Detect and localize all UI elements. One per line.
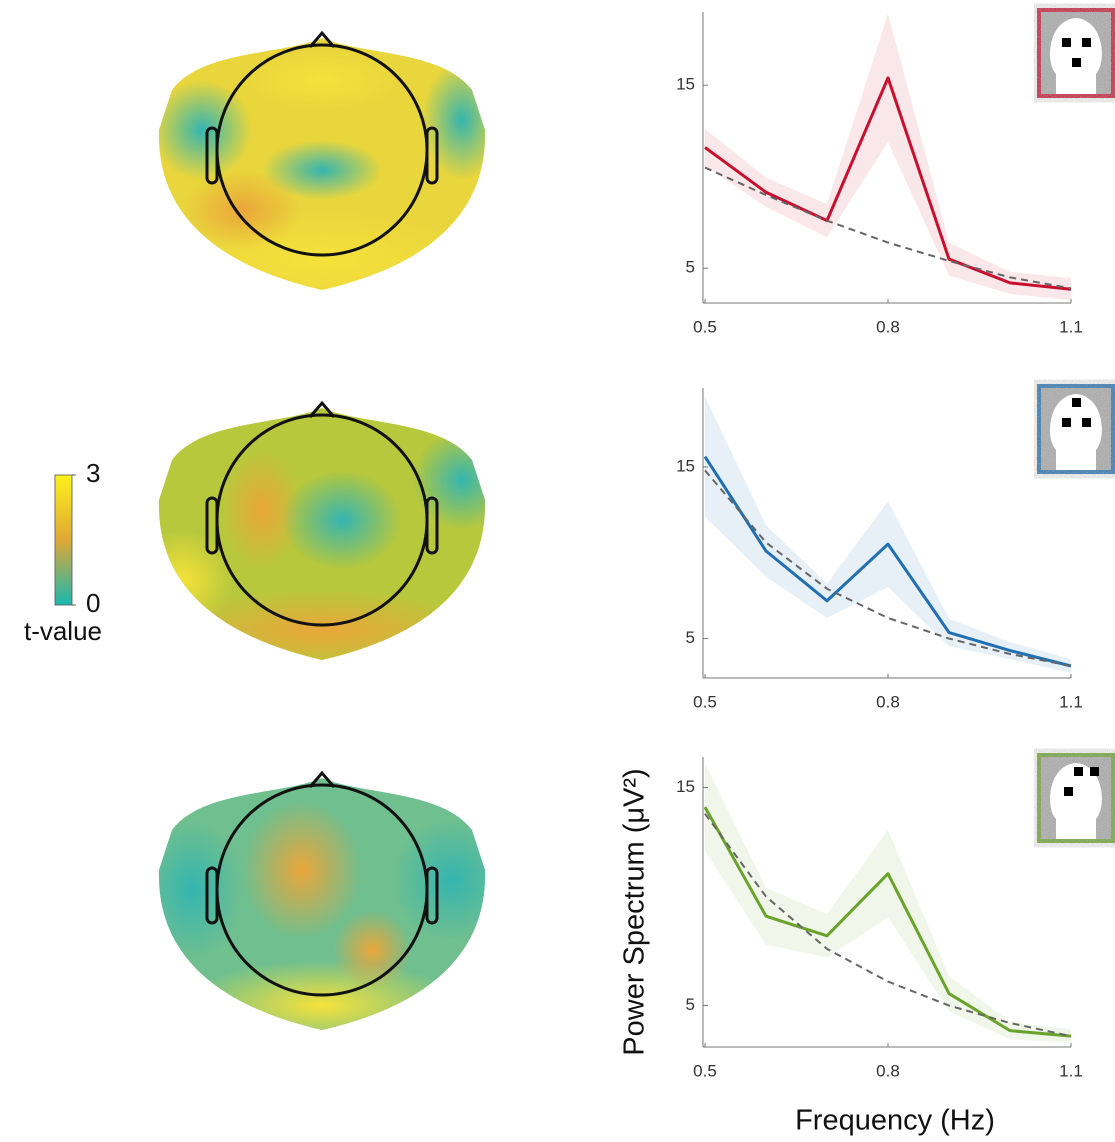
x-tick-label: 0.5 [693,317,717,336]
icon-square [1062,38,1071,47]
icon-square [1074,767,1083,776]
icon-square [1082,418,1091,427]
colorbar-tick-label: 3 [86,458,100,488]
icon-head [1050,18,1102,94]
error-band [705,14,1071,300]
x-tick-label: 0.5 [693,692,717,711]
stimulus-icon [1039,10,1113,96]
x-tick-label: 1.1 [1059,317,1083,336]
stimulus-icon [1039,386,1113,472]
x-axis-label: Frequency (Hz) [795,1105,995,1137]
colorbar-tick-label: 0 [86,588,100,618]
icon-square [1072,398,1081,407]
y-tick-label: 5 [686,995,695,1014]
topomap [142,773,512,1050]
stimulus-icon [1039,755,1113,841]
x-tick-label: 0.5 [693,1061,717,1080]
figure: t-value Frequency (Hz) Power Spectrum (μ… [0,0,1115,1142]
icon-square [1072,58,1081,67]
y-tick-label: 15 [676,777,695,796]
icon-square [1062,418,1071,427]
topomap [132,403,512,670]
colorbar [55,475,72,605]
x-tick-label: 1.1 [1059,1061,1083,1080]
y-tick-label: 15 [676,75,695,94]
y-axis-label: Power Spectrum (μV²) [619,768,651,1055]
icon-square [1090,767,1099,776]
colorbar-label: t-value [24,616,102,646]
y-tick-label: 5 [686,258,695,277]
x-tick-label: 0.8 [876,692,900,711]
y-tick-label: 5 [686,628,695,647]
x-tick-label: 0.8 [876,317,900,336]
x-tick-label: 1.1 [1059,692,1083,711]
topomap [152,33,502,310]
x-tick-label: 0.8 [876,1061,900,1080]
icon-square [1082,38,1091,47]
y-tick-label: 15 [676,456,695,475]
icon-square [1064,787,1073,796]
